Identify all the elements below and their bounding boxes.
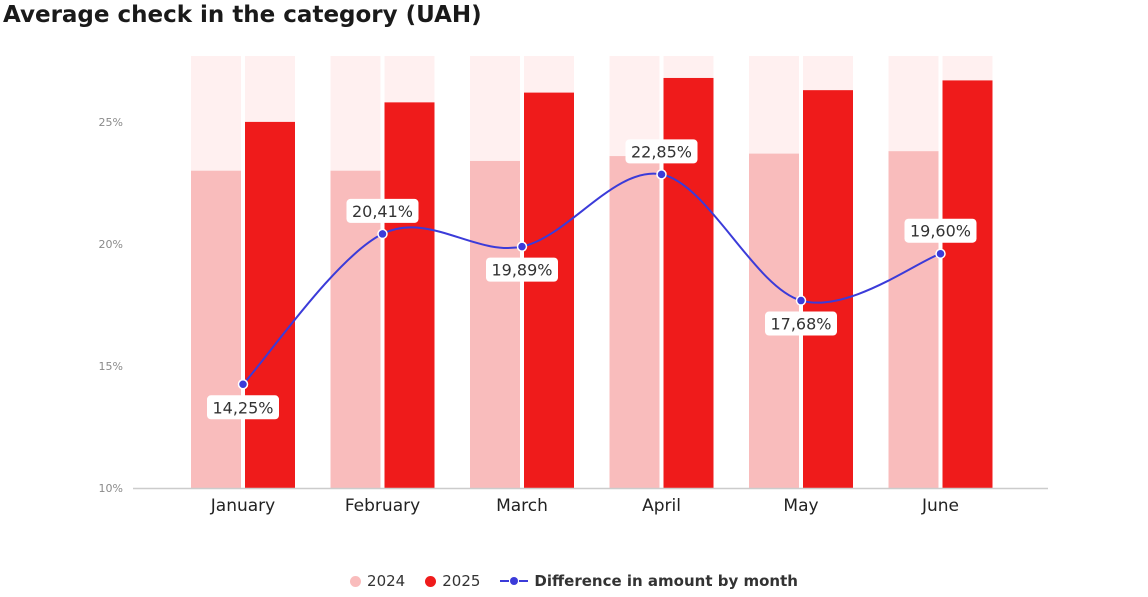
difference-point[interactable]	[795, 295, 807, 306]
data-label: 14,25%	[212, 398, 273, 417]
data-label-box	[486, 257, 558, 282]
y-tick-label: 10%	[99, 482, 123, 495]
x-tick-label: January	[210, 496, 275, 516]
legend-label-2024: 2024	[367, 572, 406, 590]
legend-line-marker-icon	[500, 577, 529, 585]
difference-point[interactable]	[516, 241, 528, 252]
x-tick-label: June	[921, 496, 959, 516]
bar-2024-january[interactable]	[191, 170, 241, 489]
bars	[191, 77, 993, 489]
y-tick-label: 25%	[99, 116, 123, 129]
y-tick-label: 15%	[99, 360, 123, 373]
legend-label-2025: 2025	[442, 572, 481, 590]
data-label-box	[625, 139, 698, 164]
legend-swatch-2025	[425, 575, 437, 587]
x-tick-label: April	[642, 496, 681, 516]
bar-2024-february[interactable]	[330, 170, 381, 489]
data-label-box	[346, 198, 419, 223]
legend-item-2025[interactable]: 2025	[425, 572, 480, 590]
legend-swatch-2024	[350, 575, 362, 587]
bar-2024-april[interactable]	[609, 156, 660, 488]
difference-point[interactable]	[377, 228, 388, 240]
background-bars	[191, 56, 993, 488]
data-label-box	[207, 395, 279, 420]
bar-2025-may[interactable]	[803, 90, 853, 488]
difference-line	[237, 169, 946, 390]
difference-point[interactable]	[237, 379, 249, 390]
data-label-box	[904, 218, 977, 243]
chart-title: Average check in the category (UAH)	[3, 2, 482, 28]
data-label-box	[765, 311, 837, 336]
data-label: 19,89%	[491, 261, 552, 280]
bar-2024-march[interactable]	[470, 160, 520, 488]
legend-label-difference: Difference in amount by month	[534, 572, 798, 590]
legend: 2024 2025 Difference in amount by month	[0, 572, 1148, 590]
x-tick-label: March	[496, 496, 548, 516]
data-labels: 14,25% 20,41% 19,89% 22,85% 17,68% 19,60%	[207, 139, 977, 420]
data-label: 17,68%	[770, 315, 831, 334]
legend-item-difference[interactable]: Difference in amount by month	[500, 572, 798, 590]
difference-point[interactable]	[656, 169, 667, 180]
x-tick-label: May	[783, 496, 818, 516]
bar-2025-june[interactable]	[942, 80, 993, 489]
bar-2025-january[interactable]	[245, 121, 295, 488]
bar-2024-june[interactable]	[888, 151, 939, 488]
legend-item-2024[interactable]: 2024	[350, 572, 405, 590]
data-label: 20,41%	[352, 202, 413, 221]
y-tick-label: 20%	[99, 238, 123, 251]
axis: January February March April May June 10% 15% 20…	[99, 116, 1048, 516]
x-tick-label: February	[345, 496, 420, 516]
data-label: 19,60%	[910, 222, 971, 241]
difference-line-path	[242, 172, 941, 385]
difference-point[interactable]	[935, 248, 946, 259]
data-label: 22,85%	[631, 142, 692, 161]
bar-2025-march[interactable]	[524, 92, 574, 488]
bar-2025-february[interactable]	[384, 102, 435, 489]
